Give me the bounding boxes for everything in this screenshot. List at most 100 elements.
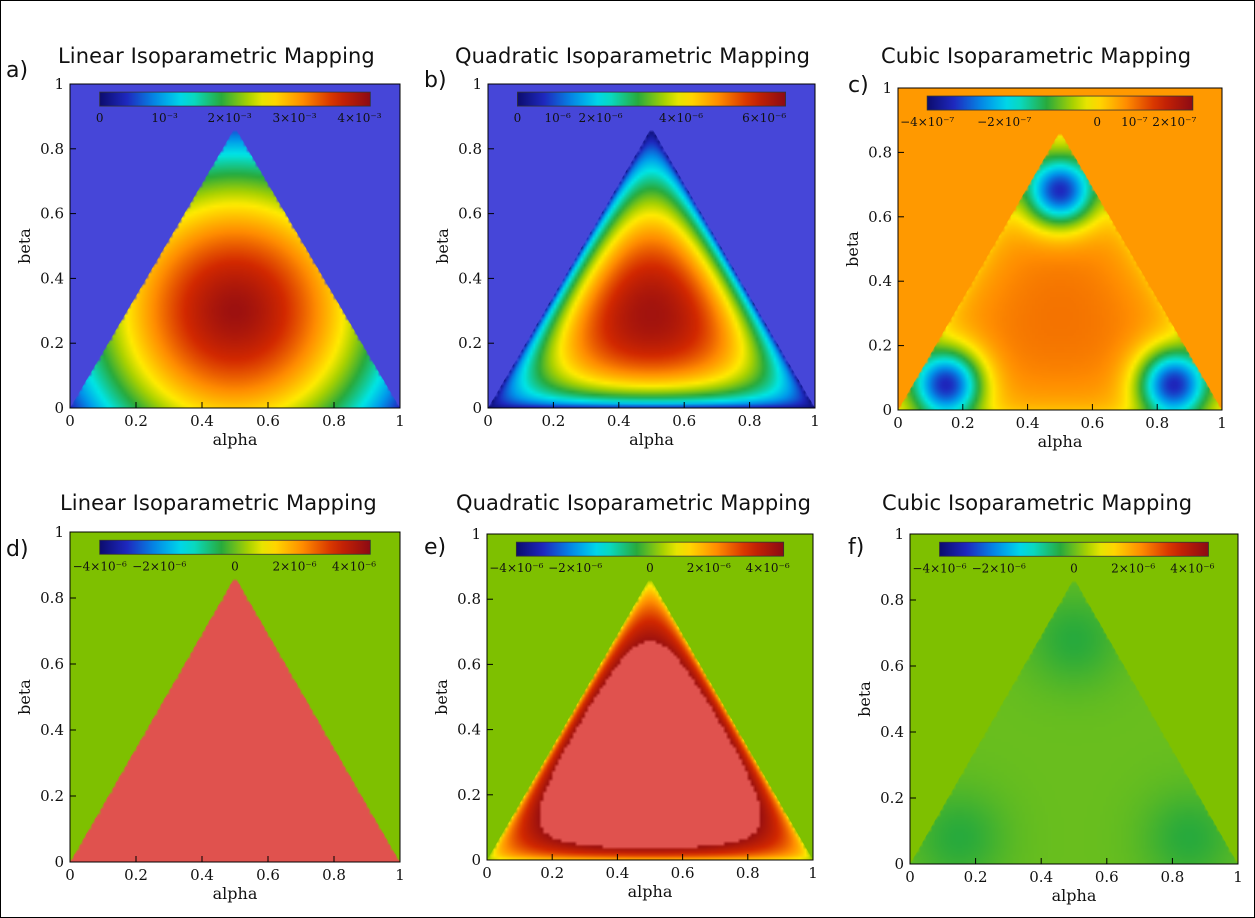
y-tick-label: 1 [894,525,904,543]
plot-frame [909,533,1239,865]
x-tick-label: 0.2 [124,866,148,884]
panel-c-label: c) [848,73,869,98]
y-tick-label: 0.8 [40,140,64,158]
y-tick-label: 1 [882,79,892,97]
panel-c-title: Cubic Isoparametric Mapping [881,44,1192,68]
y-tick-label: 0 [471,851,481,869]
x-tick-label: 0 [65,412,75,430]
plot-frame [486,533,814,861]
y-tick-label: 0.4 [880,723,904,741]
x-tick-label: 0.6 [256,412,280,430]
y-tick-label: 0.6 [458,205,482,223]
y-axis-label: beta [433,228,452,264]
y-tick-label: 0 [54,399,64,417]
colorbar-tick-label: 0 [1093,115,1101,129]
x-tick-label: 0 [482,864,492,882]
x-tick-label: 0.2 [964,868,988,886]
x-tick-label: 0 [893,414,903,432]
panel-b-chart: 0 0.2 0.4 0.6 0.8 1 0 0.2 0.4 0.6 0.8 1 alpha beta 0 10… [433,75,820,449]
colorbar [99,539,371,555]
panel-b-label: b) [424,68,447,93]
y-tick-label: 0.6 [40,205,64,223]
colorbar-tick-label: −4×10⁻⁶ [912,561,966,575]
colorbar-tick-label: 0 [96,111,104,125]
y-axis-label: beta [15,228,34,264]
x-tick-label: 1 [1233,868,1243,886]
panel-e-label: e) [424,535,447,560]
y-tick-label: 0.4 [457,721,481,739]
x-tick-label: 0 [905,868,915,886]
y-tick-label: 0.8 [40,589,64,607]
colorbar-tick-label: 0 [646,561,654,575]
x-tick-label: 0.6 [256,866,280,884]
x-tick-label: 0.4 [1016,414,1040,432]
y-axis-label: beta [432,679,451,715]
colorbar-tick-label: 2×10⁻⁷ [1152,115,1196,129]
colorbar-tick-label: 6×10⁻⁶ [742,111,786,125]
colorbar-tick-label: −2×10⁻⁶ [548,561,602,575]
colorbar-tick-label: 4×10⁻⁶ [1170,561,1214,575]
colorbar-tick-label: 10⁻⁷ [1121,115,1148,129]
y-axis-label: beta [855,681,874,717]
colorbar [517,91,786,107]
x-tick-label: 0.4 [1029,868,1053,886]
panel-b-title: Quadratic Isoparametric Mapping [455,44,811,68]
x-tick-label: 0.2 [540,864,564,882]
panel-e-chart: 0 0.2 0.4 0.6 0.8 1 0 0.2 0.4 0.6 0.8 1 alpha beta −4×… [432,525,818,901]
x-tick-label: 1 [808,864,818,882]
x-tick-label: 0 [65,866,75,884]
x-tick-label: 0.4 [190,412,214,430]
y-tick-label: 0.2 [868,337,892,355]
plot-frame [69,83,401,409]
x-axis-label: alpha [629,430,674,449]
colorbar-tick-label: 10⁻⁶ [544,111,571,125]
y-tick-label: 0.8 [868,143,892,161]
x-tick-label: 1 [1217,414,1227,432]
colorbar-tick-label: 2×10⁻⁶ [272,559,316,573]
colorbar-tick-label: 4×10⁻³ [337,111,381,125]
colorbar-tick-label: 2×10⁻⁶ [687,561,731,575]
x-tick-label: 0.4 [607,412,631,430]
x-tick-label: 0.8 [736,864,760,882]
colorbar-tick-label: −4×10⁻⁶ [73,559,127,573]
y-tick-label: 0.4 [40,721,64,739]
y-tick-label: 1 [471,525,481,543]
y-tick-label: 0.4 [458,269,482,287]
x-tick-label: 0.8 [322,866,346,884]
y-tick-label: 0.2 [458,334,482,352]
colorbar [926,95,1194,111]
y-tick-label: 0.8 [457,590,481,608]
colorbar-tick-label: 4×10⁻⁶ [659,111,703,125]
y-tick-label: 0.2 [40,787,64,805]
plot-frame [69,531,401,863]
x-tick-label: 0.8 [738,412,762,430]
x-tick-label: 0.2 [541,412,565,430]
x-tick-label: 0 [483,412,493,430]
panel-f-title: Cubic Isoparametric Mapping [882,491,1193,515]
x-tick-label: 0.8 [1160,868,1184,886]
panel-f-chart: 0 0.2 0.4 0.6 0.8 1 0 0.2 0.4 0.6 0.8 1 alpha beta −4×… [855,525,1243,905]
x-tick-label: 0.6 [1080,414,1104,432]
x-axis-label: alpha [1038,432,1083,451]
colorbar [99,91,371,107]
panel-d-chart: 0 0.2 0.4 0.6 0.8 1 0 0.2 0.4 0.6 0.8 1 alpha beta −4×… [15,523,405,903]
colorbar-tick-label: 2×10⁻⁶ [578,111,622,125]
y-tick-label: 0.8 [880,591,904,609]
x-tick-label: 1 [810,412,820,430]
panel-d-title: Linear Isoparametric Mapping [60,491,377,515]
colorbar [515,541,785,557]
colorbar-tick-label: −4×10⁻⁶ [489,561,543,575]
panel-a-label: a) [6,58,29,83]
y-tick-label: 0.2 [40,334,64,352]
y-tick-label: 1 [54,75,64,93]
plot-frame [897,87,1223,411]
colorbar-tick-label: −2×10⁻⁷ [977,115,1031,129]
colorbar-tick-label: 2×10⁻⁶ [1111,561,1155,575]
x-axis-label: alpha [628,882,673,901]
plot-frame [487,83,816,409]
x-tick-label: 0.2 [124,412,148,430]
y-tick-label: 0.4 [868,272,892,290]
y-tick-label: 0 [882,401,892,419]
colorbar-tick-label: 3×10⁻³ [272,111,316,125]
x-tick-label: 0.6 [671,864,695,882]
